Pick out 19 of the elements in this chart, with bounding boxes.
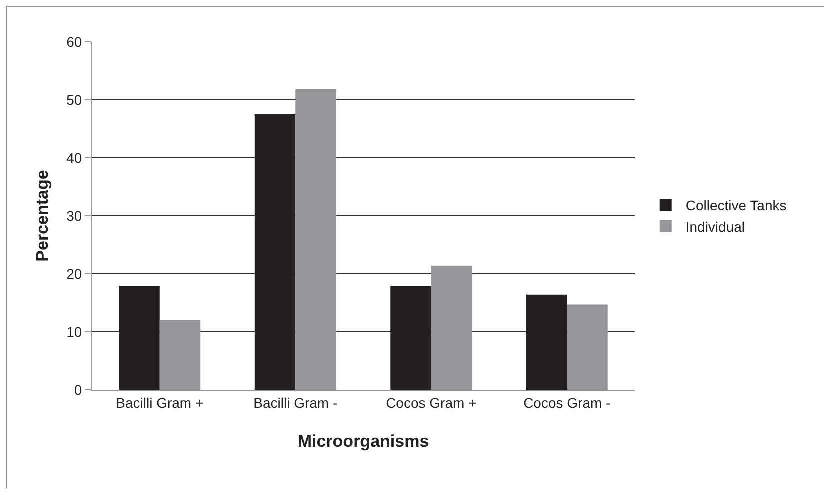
legend-label: Individual: [686, 218, 746, 235]
x-tick-label: Cocos Gram +: [386, 394, 477, 411]
y-tick-label: 40: [66, 150, 82, 166]
y-tick-label: 60: [66, 34, 82, 50]
x-tick-label: Bacilli Gram -: [254, 394, 338, 411]
legend-label: Collective Tanks: [686, 198, 787, 214]
y-tick-label: 50: [66, 92, 82, 108]
bar: [526, 294, 568, 390]
y-tick-label: 20: [66, 266, 82, 282]
bar: [254, 114, 296, 390]
x-axis-title: Microorganisms: [298, 432, 430, 452]
y-axis-title: Percentage: [33, 170, 52, 262]
y-tick-label: 10: [66, 324, 82, 340]
x-tick-label: Cocos Gram -: [524, 394, 612, 411]
y-tick-label: 30: [66, 208, 82, 224]
bar: [390, 286, 432, 390]
x-tick-label: Bacilli Gram +: [116, 394, 204, 411]
y-tick-label: 0: [74, 382, 82, 398]
bar: [119, 286, 160, 390]
